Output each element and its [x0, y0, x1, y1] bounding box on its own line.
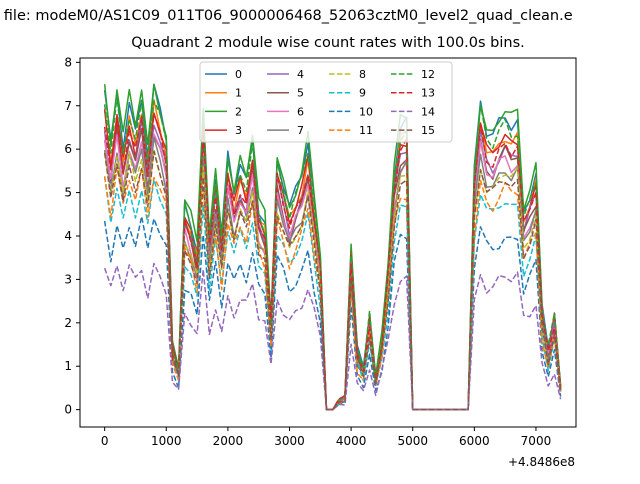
- legend-label-11: 11: [359, 124, 373, 137]
- x-tick-label: 4000: [336, 434, 367, 448]
- series-line-6: [103, 133, 562, 411]
- x-tick-label: 0: [101, 434, 109, 448]
- figure-suptitle: n file: modeM0/AS1C09_011T06_9000006468_…: [0, 8, 573, 24]
- legend-label-13: 13: [421, 87, 435, 100]
- y-tick-label: 1: [64, 359, 72, 373]
- y-axis: 0 1 2 3 4 5 6 7 8: [64, 55, 80, 417]
- legend-label-5: 5: [297, 87, 304, 100]
- legend-label-9: 9: [359, 87, 366, 100]
- legend-label-12: 12: [421, 68, 435, 81]
- y-tick-label: 7: [64, 99, 72, 113]
- legend-label-7: 7: [297, 124, 304, 137]
- series-line-5: [103, 124, 562, 411]
- legend-label-10: 10: [359, 105, 373, 118]
- series-line-13: [103, 112, 562, 411]
- y-tick-label: 0: [64, 403, 72, 417]
- legend-label-6: 6: [297, 105, 304, 118]
- y-tick-label: 2: [64, 316, 72, 330]
- legend-label-1: 1: [235, 87, 242, 100]
- x-tick-label: 2000: [213, 434, 244, 448]
- series-line-15: [103, 150, 562, 411]
- x-tick-label: 6000: [459, 434, 490, 448]
- x-offset-text: +4.8486e8: [508, 455, 575, 469]
- y-tick-label: 6: [64, 142, 72, 156]
- y-tick-label: 8: [64, 55, 72, 69]
- series-line-14: [103, 262, 562, 411]
- series-line-12: [103, 95, 562, 411]
- legend-label-0: 0: [235, 68, 242, 81]
- legend-label-15: 15: [421, 124, 435, 137]
- y-tick-label: 3: [64, 272, 72, 286]
- x-tick-label: 5000: [397, 434, 428, 448]
- x-tick-label: 1000: [151, 434, 182, 448]
- y-tick-label: 4: [64, 229, 72, 243]
- series-layer: [103, 83, 562, 411]
- legend-label-14: 14: [421, 105, 435, 118]
- legend-label-3: 3: [235, 124, 242, 137]
- x-axis: 0 1000 2000 3000 4000 5000 6000 7000: [101, 427, 551, 448]
- x-tick-label: 7000: [521, 434, 552, 448]
- x-tick-label: 3000: [274, 434, 305, 448]
- chart-title: Quadrant 2 module wise count rates with …: [131, 35, 525, 51]
- series-line-4: [103, 118, 562, 411]
- axes-frame: [79, 57, 577, 428]
- y-tick-label: 5: [64, 186, 72, 200]
- legend-label-4: 4: [297, 68, 304, 81]
- legend-label-2: 2: [235, 105, 242, 118]
- legend-frame: [199, 61, 453, 143]
- series-line-10: [103, 215, 562, 411]
- legend-label-8: 8: [359, 68, 366, 81]
